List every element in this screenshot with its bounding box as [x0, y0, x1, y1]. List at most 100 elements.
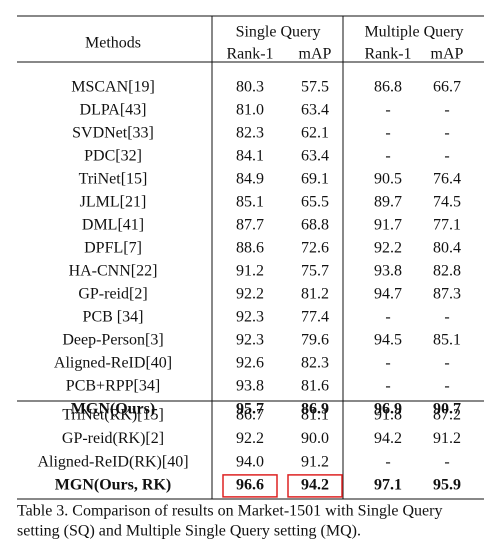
- score-cell: 66.7: [433, 79, 461, 96]
- score-cell: 91.7: [374, 217, 402, 234]
- score-cell: -: [444, 453, 449, 470]
- score-cell: 92.3: [236, 332, 264, 349]
- score-cell: 72.6: [301, 240, 329, 257]
- score-cell: 90.5: [374, 171, 402, 188]
- score-cell: -: [444, 102, 449, 119]
- method-name: DLPA[43]: [80, 102, 147, 119]
- score-cell: 69.1: [301, 171, 329, 188]
- score-cell: 74.5: [433, 194, 461, 211]
- score-cell: 80.4: [433, 240, 461, 257]
- highlight-box: [222, 474, 278, 498]
- method-name: PDC[32]: [84, 148, 142, 165]
- group-header: Single Query: [236, 24, 321, 41]
- score-cell: 90.0: [301, 430, 329, 447]
- method-name: PCB+RPP[34]: [66, 378, 160, 395]
- score-cell: -: [444, 309, 449, 326]
- method-name: MSCAN[19]: [71, 79, 155, 96]
- score-cell: 89.7: [374, 194, 402, 211]
- method-name: DPFL[7]: [84, 240, 142, 257]
- method-name: TriNet(RK)[15]: [62, 407, 164, 424]
- method-name: HA-CNN[22]: [69, 263, 158, 280]
- score-cell: 94.0: [236, 453, 264, 470]
- score-cell: 94.2: [374, 430, 402, 447]
- caption-line: Table 3. Comparison of results on Market…: [17, 503, 442, 520]
- score-cell: 91.2: [236, 263, 264, 280]
- caption-line: setting (SQ) and Multiple Single Query s…: [17, 523, 361, 540]
- score-cell: 81.6: [301, 378, 329, 395]
- score-cell: 87.7: [236, 217, 264, 234]
- score-cell: 95.7: [236, 401, 264, 418]
- score-cell: -: [444, 125, 449, 142]
- score-cell: -: [385, 309, 390, 326]
- score-cell: 94.2: [301, 477, 329, 494]
- score-cell: 76.4: [433, 171, 461, 188]
- score-cell: 82.3: [301, 355, 329, 372]
- subcolumn-header: Rank-1: [364, 46, 411, 63]
- score-cell: 91.2: [301, 453, 329, 470]
- method-name: GP-reid[2]: [78, 286, 147, 303]
- score-cell: -: [385, 148, 390, 165]
- score-cell: 88.6: [236, 240, 264, 257]
- method-name: DML[41]: [82, 217, 144, 234]
- method-name: SVDNet[33]: [72, 125, 154, 142]
- score-cell: 81.1: [301, 407, 329, 424]
- method-name: Aligned-ReID(RK)[40]: [37, 453, 188, 470]
- method-name: TriNet[15]: [79, 171, 148, 188]
- method-name: GP-reid(RK)[2]: [62, 430, 164, 447]
- score-cell: 86.9: [301, 401, 329, 418]
- score-cell: 90.7: [433, 401, 461, 418]
- score-cell: -: [385, 453, 390, 470]
- subcolumn-header: mAP: [299, 46, 332, 63]
- score-cell: 91.2: [433, 430, 461, 447]
- method-name: Deep-Person[3]: [62, 332, 163, 349]
- score-cell: 77.1: [433, 217, 461, 234]
- score-cell: 75.7: [301, 263, 329, 280]
- score-cell: 84.1: [236, 148, 264, 165]
- score-cell: 57.5: [301, 79, 329, 96]
- subcolumn-header: Rank-1: [226, 46, 273, 63]
- score-cell: 63.4: [301, 148, 329, 165]
- score-cell: 82.3: [236, 125, 264, 142]
- score-cell: 68.8: [301, 217, 329, 234]
- methods-header: Methods: [85, 35, 141, 52]
- score-cell: 77.4: [301, 309, 329, 326]
- score-cell: -: [385, 102, 390, 119]
- score-cell: 91.8: [374, 407, 402, 424]
- score-cell: -: [444, 355, 449, 372]
- group-header: Multiple Query: [364, 24, 463, 41]
- score-cell: 85.1: [236, 194, 264, 211]
- method-name: MGN(Ours): [71, 401, 155, 418]
- score-cell: 86.8: [374, 79, 402, 96]
- score-cell: 94.7: [374, 286, 402, 303]
- score-cell: 93.8: [236, 378, 264, 395]
- score-cell: 97.1: [374, 477, 402, 494]
- score-cell: 92.2: [374, 240, 402, 257]
- score-cell: -: [444, 148, 449, 165]
- score-cell: 80.3: [236, 79, 264, 96]
- score-cell: 62.1: [301, 125, 329, 142]
- score-cell: 96.6: [236, 477, 264, 494]
- score-cell: 86.7: [236, 407, 264, 424]
- score-cell: 63.4: [301, 102, 329, 119]
- method-name: PCB [34]: [83, 309, 144, 326]
- highlight-box: [287, 474, 343, 498]
- score-cell: 93.8: [374, 263, 402, 280]
- score-cell: 92.6: [236, 355, 264, 372]
- score-cell: 96.9: [374, 401, 402, 418]
- score-cell: 81.0: [236, 102, 264, 119]
- score-cell: 92.3: [236, 309, 264, 326]
- score-cell: 79.6: [301, 332, 329, 349]
- score-cell: 94.5: [374, 332, 402, 349]
- score-cell: 82.8: [433, 263, 461, 280]
- method-name: JLML[21]: [80, 194, 147, 211]
- score-cell: -: [444, 378, 449, 395]
- score-cell: 92.2: [236, 430, 264, 447]
- method-name: Aligned-ReID[40]: [54, 355, 172, 372]
- score-cell: 87.3: [433, 286, 461, 303]
- score-cell: 65.5: [301, 194, 329, 211]
- method-name: MGN(Ours, RK): [55, 477, 171, 494]
- score-cell: 85.1: [433, 332, 461, 349]
- score-cell: -: [385, 125, 390, 142]
